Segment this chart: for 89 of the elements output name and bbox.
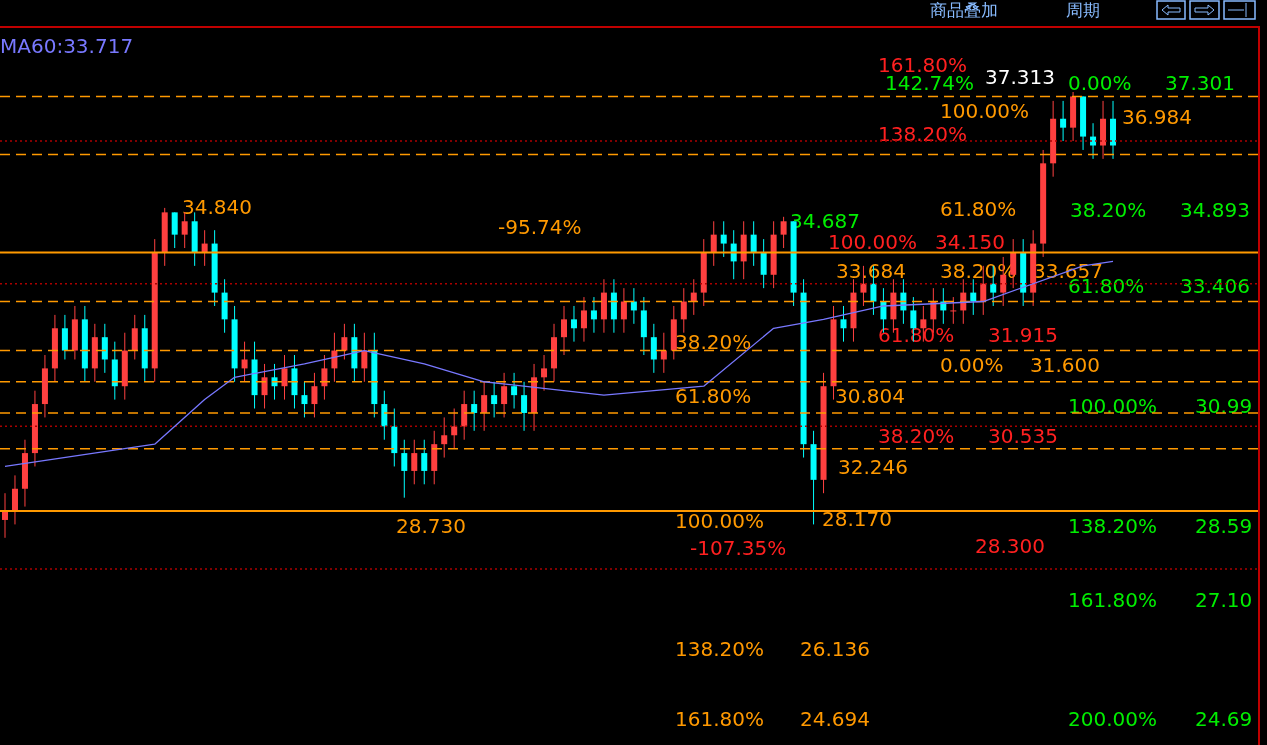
candlestick [281,354,288,401]
text: 26.136 [800,636,870,661]
annotation: 34.150 [935,229,1005,254]
candlestick [411,439,418,485]
text: 161.80% [878,52,967,77]
annotation: 28.300 [975,533,1045,558]
text: 138.20% [675,636,764,661]
candlestick [241,341,248,383]
text: 30.99 [1195,393,1253,418]
annotation: 38.20% [878,423,955,448]
candlestick [690,278,697,316]
candlestick [521,381,528,432]
candlestick [840,305,847,343]
candlestick [1060,100,1067,142]
text: 200.00% [1068,706,1157,731]
annotation: 0.00% [940,352,1004,377]
candlestick [311,372,318,418]
candlestick [720,220,727,258]
candlestick [441,416,448,459]
candlestick [461,390,468,441]
text: 28.59 [1195,513,1253,538]
candlestick [361,332,368,383]
candlestick [511,372,518,410]
annotation: -107.35% [690,535,787,560]
annotation: 28.730 [396,513,466,538]
annotation: 30.535 [988,423,1058,448]
candlestick [650,323,657,374]
annotation: 138.20% [1068,513,1157,538]
text: 37.301 [1165,70,1235,95]
candlestick [501,372,508,418]
annotation: 31.915 [988,322,1058,347]
annotation: 28.170 [822,506,892,531]
text: 34.893 [1180,197,1250,222]
annotation: -95.74% [498,214,582,239]
text: 161.80% [675,706,764,731]
candlestick [590,296,597,334]
candlestick [760,238,767,289]
text: MA60:33.717 [0,34,134,58]
candlestick [630,287,637,325]
text: 33.406 [1180,273,1250,298]
candlestick [481,381,488,432]
candlestick [341,323,348,360]
text: 36.984 [1122,104,1192,129]
candlestick [710,220,717,267]
candlestick [750,220,757,267]
candlestick [301,381,308,418]
candlestick [780,216,787,249]
candlestick [561,305,567,356]
candlestick [471,390,478,432]
candlestick [131,314,138,360]
candlestick [381,390,388,441]
candlestick [580,296,587,343]
candlestick [570,305,577,343]
text: 周期 [1066,0,1100,20]
candlestick [491,381,498,418]
candlestick [101,323,108,374]
candlestick [660,332,667,374]
text: 37.313 [985,64,1055,89]
text: 24.69 [1195,706,1253,731]
candlestick [401,439,408,499]
annotation: 100.00% [1068,393,1157,418]
annotation: 61.80% [940,196,1017,221]
candlestick [970,278,977,316]
annotation: 0.00% [1068,70,1132,95]
candlestick [261,363,268,410]
annotation: 38.20% [1070,197,1147,222]
candlestick [451,408,458,450]
candlestick [11,474,18,525]
candlestick [2,492,8,539]
candlestick [421,439,428,485]
annotation: 32.246 [838,454,908,479]
candlestick [541,354,548,392]
text: 161.80% [1068,587,1157,612]
annotation: 138.20% [878,121,967,146]
annotation: 30.804 [835,383,905,408]
candlestick [620,287,627,334]
candlestick [680,287,687,334]
candlestick [321,354,328,401]
candlestick [950,296,957,325]
candlestick [171,211,178,249]
text: 24.694 [800,706,870,731]
annotation: 31.600 [1030,352,1100,377]
annotation: 61.80% [675,383,752,408]
candlestick [61,314,68,360]
text: 27.10 [1195,587,1253,612]
annotation: 34.840 [182,194,252,219]
annotation: 100.00% [940,98,1029,123]
annotation: 100.00% [675,508,764,533]
text: 商品叠加 [930,0,998,20]
